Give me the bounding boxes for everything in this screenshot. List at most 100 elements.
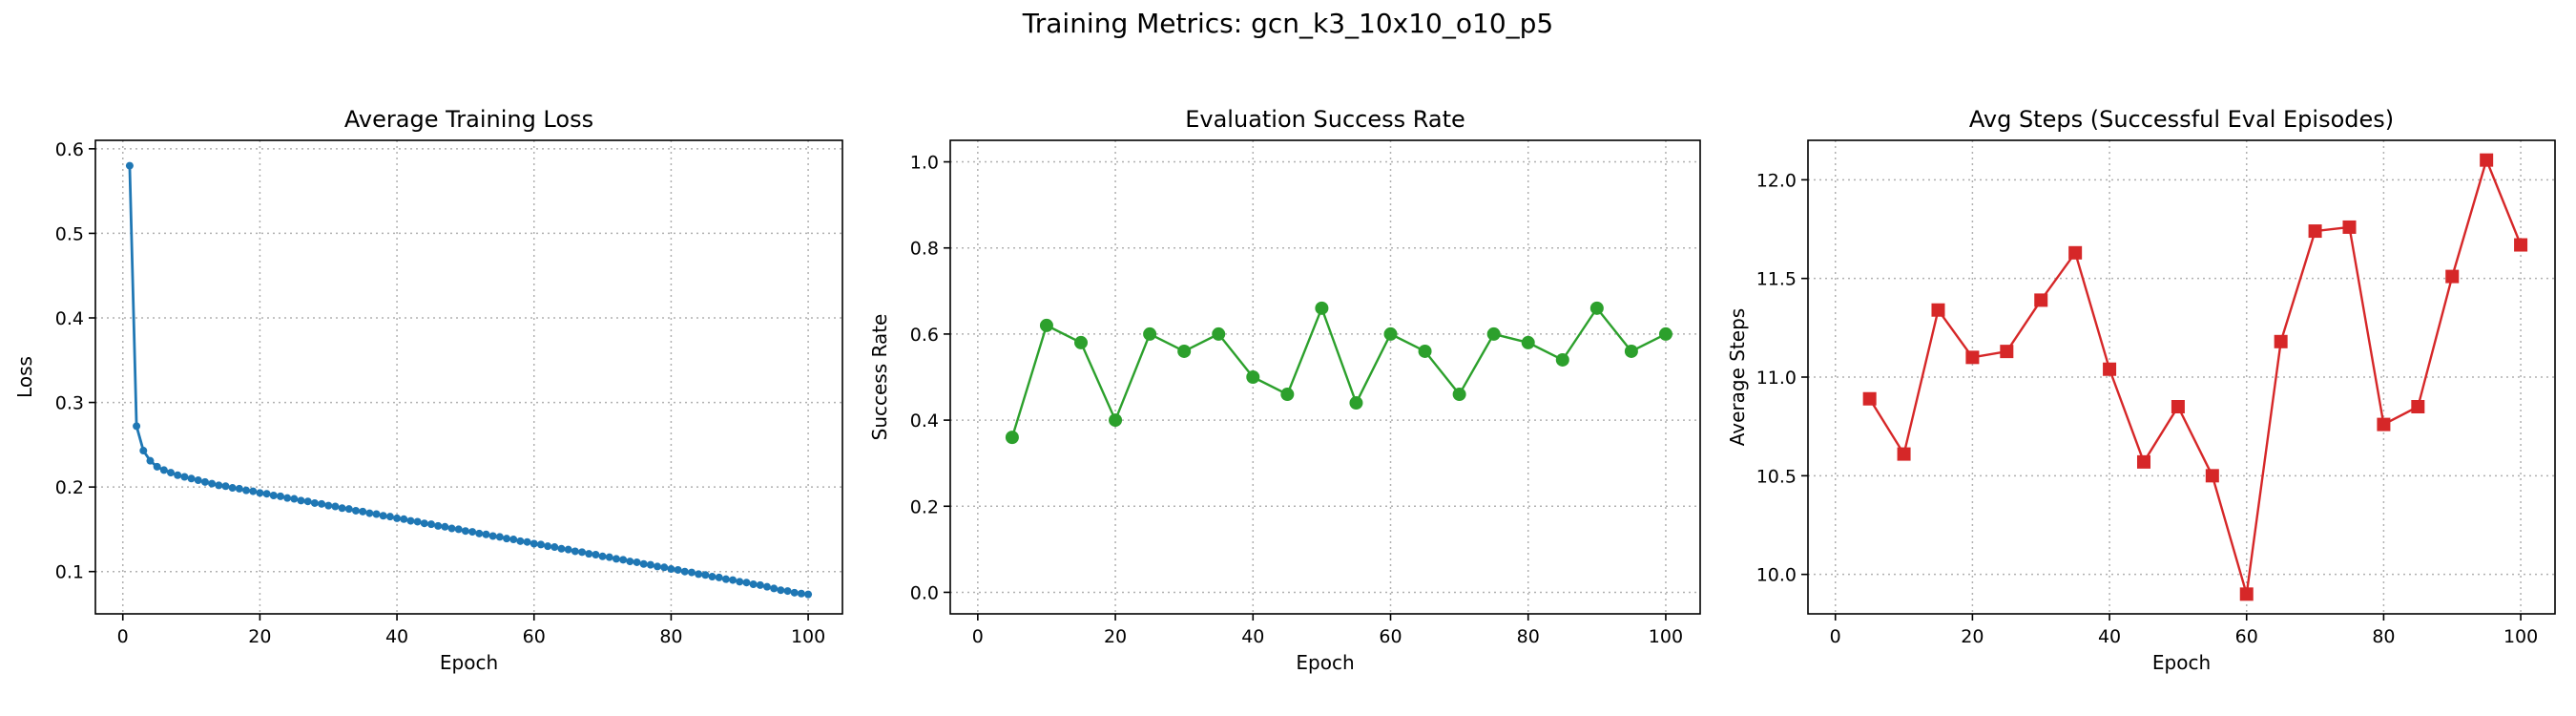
x-axis-label: Epoch xyxy=(440,651,498,674)
data-point xyxy=(721,575,730,583)
chart-panel-1: 0 20 40 60 80 100 0.1 0.2 0.3 0.4 0.5 0.6 Average Tr… xyxy=(13,106,843,674)
data-point xyxy=(310,498,319,507)
data-point xyxy=(1624,344,1638,358)
chart-title: Evaluation Success Rate xyxy=(1185,106,1465,133)
data-point xyxy=(701,571,710,579)
y-tick-label: 0.2 xyxy=(910,496,939,517)
data-point xyxy=(167,469,176,477)
data-point xyxy=(1897,447,1911,461)
data-point xyxy=(1280,388,1295,402)
y-tick-label: 0.4 xyxy=(55,308,84,329)
data-point xyxy=(133,422,141,431)
x-tick-label: 20 xyxy=(1104,626,1127,647)
data-point xyxy=(557,544,566,553)
data-point xyxy=(2480,153,2494,167)
data-point xyxy=(1418,344,1432,358)
data-point xyxy=(180,473,189,481)
data-point xyxy=(1315,301,1329,315)
data-point xyxy=(1005,431,1019,445)
data-point xyxy=(461,527,469,536)
data-point xyxy=(221,482,230,491)
data-point xyxy=(762,582,771,591)
data-point xyxy=(516,537,525,545)
data-point xyxy=(372,510,381,518)
data-point xyxy=(1212,326,1226,341)
y-tick-label: 0.8 xyxy=(910,239,939,260)
data-point xyxy=(605,553,613,561)
data-point xyxy=(1521,335,1535,349)
data-point xyxy=(729,576,737,584)
x-tick-label: 20 xyxy=(248,626,271,647)
x-tick-label: 60 xyxy=(523,626,546,647)
data-point xyxy=(125,161,134,170)
data-point xyxy=(687,568,696,577)
data-point xyxy=(482,530,490,538)
data-point xyxy=(1486,326,1501,341)
data-point xyxy=(544,542,552,551)
chart-title: Average Training Loss xyxy=(344,106,593,133)
series-line xyxy=(1868,157,2523,595)
data-point xyxy=(426,520,435,529)
y-tick-label: 12.0 xyxy=(1756,170,1797,191)
data-point xyxy=(1246,370,1260,384)
data-point xyxy=(146,456,155,465)
data-point xyxy=(468,528,477,537)
data-point xyxy=(2239,587,2254,601)
data-point xyxy=(536,540,545,549)
plot-frame xyxy=(94,139,843,615)
data-point xyxy=(592,551,600,558)
data-point xyxy=(1589,301,1604,315)
data-point xyxy=(2103,362,2117,376)
data-point xyxy=(564,545,572,554)
data-point xyxy=(1143,326,1157,341)
data-point xyxy=(1074,335,1089,349)
data-point xyxy=(1109,413,1123,428)
data-point xyxy=(2514,238,2528,252)
x-tick-label: 0 xyxy=(972,626,984,647)
data-point xyxy=(639,559,648,568)
data-point xyxy=(324,501,333,510)
data-point xyxy=(495,533,504,541)
data-point xyxy=(454,525,463,534)
plot-frame xyxy=(949,139,1701,615)
x-tick-label: 100 xyxy=(2503,626,2538,647)
data-point xyxy=(200,477,209,486)
x-tick-label: 60 xyxy=(1379,626,1402,647)
data-point xyxy=(447,524,456,533)
data-point xyxy=(365,509,374,517)
data-point xyxy=(153,462,161,471)
data-point xyxy=(400,515,408,523)
data-point xyxy=(283,494,292,502)
data-point xyxy=(633,558,641,566)
chart-title: Avg Steps (Successful Eval Episodes) xyxy=(1969,106,2394,133)
data-point xyxy=(351,506,360,515)
x-tick-label: 100 xyxy=(1649,626,1683,647)
data-point xyxy=(1452,388,1466,402)
data-point xyxy=(680,567,689,576)
x-tick-label: 20 xyxy=(1961,626,1984,647)
data-point xyxy=(1658,326,1672,341)
x-tick-label: 0 xyxy=(1830,626,1841,647)
data-point xyxy=(1555,352,1569,367)
y-tick-label: 0.6 xyxy=(910,325,939,346)
data-point xyxy=(756,580,764,589)
data-point xyxy=(139,447,148,455)
x-tick-label: 40 xyxy=(1241,626,1264,647)
x-tick-label: 40 xyxy=(385,626,408,647)
x-axis-label: Epoch xyxy=(1296,651,1354,674)
data-point xyxy=(708,573,717,581)
data-point xyxy=(1383,326,1398,341)
data-point xyxy=(2000,345,2014,359)
data-point xyxy=(654,562,662,571)
y-tick-label: 0.3 xyxy=(55,393,84,414)
data-point xyxy=(406,516,415,525)
chart-panel-3: 0 20 40 60 80 100 10.0 10.5 11.0 11.5 12.0 Avg Step… xyxy=(1726,106,2556,674)
figure-title: Training Metrics: gcn_k3_10x10_o10_p5 xyxy=(1022,8,1554,39)
data-point xyxy=(359,507,367,516)
y-tick-label: 0.4 xyxy=(910,411,939,432)
x-tick-label: 0 xyxy=(117,626,129,647)
data-point xyxy=(777,586,785,595)
data-point xyxy=(585,550,593,558)
data-point xyxy=(2034,293,2048,307)
